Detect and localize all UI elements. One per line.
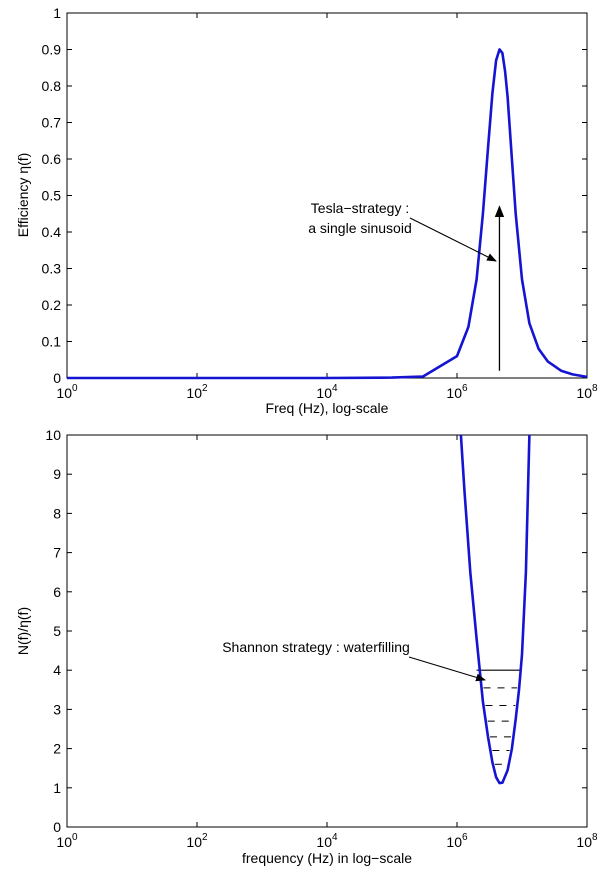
noise-y-axis-label: N(f)/η(f) [15, 607, 31, 655]
y-tick-label: 0.7 [42, 115, 62, 131]
efficiency-plot: 100 102 104 106 108 0 0.1 0.2 0.3 0.4 0.5 0.6 0.7 0.8… [15, 5, 598, 416]
x-tick-label: 106 [446, 832, 468, 850]
y-tick-label: 6 [53, 584, 61, 600]
y-tick-label: 0 [53, 819, 61, 835]
y-tick-label: 0.1 [42, 334, 62, 350]
y-tick-label: 7 [53, 545, 61, 561]
y-tick-label: 0.5 [42, 188, 62, 204]
y-tick-label: 1 [53, 780, 61, 796]
x-tick-label: 104 [316, 383, 338, 401]
y-tick-label: 1 [53, 5, 61, 21]
x-tick-label: 106 [446, 383, 468, 401]
y-tick-label: 10 [45, 427, 61, 443]
y-tick-label: 2 [53, 741, 61, 757]
x-tick-label: 102 [186, 383, 208, 401]
x-tick-label: 108 [576, 383, 598, 401]
x-tick-label: 108 [576, 832, 598, 850]
y-tick-label: 0.6 [42, 151, 62, 167]
shannon-annotation: Shannon strategy : waterfilling [222, 639, 410, 655]
noise-to-efficiency-plot: 100 102 104 106 108 0 1 2 3 4 5 6 7 8 9 10 N(f)/η(f) fr… [15, 427, 598, 866]
tesla-annotation-line-2: a single sinusoid [308, 220, 412, 236]
tesla-annotation-line-1: Tesla−strategy : [311, 200, 409, 216]
y-tick-label: 0.3 [42, 261, 62, 277]
x-tick-label: 100 [56, 383, 78, 401]
y-tick-label: 8 [53, 505, 61, 521]
noise-to-efficiency-curve [459, 434, 531, 785]
x-tick-label: 104 [316, 832, 338, 850]
noise-x-axis-label: frequency (Hz) in log−scale [242, 850, 412, 866]
x-tick-label: 102 [186, 832, 208, 850]
y-tick-label: 4 [53, 662, 61, 678]
y-tick-label: 0 [53, 370, 61, 386]
y-tick-label: 9 [53, 466, 61, 482]
y-tick-label: 0.4 [42, 224, 62, 240]
tesla-annotation-arrow [409, 217, 497, 262]
y-tick-label: 3 [53, 701, 61, 717]
efficiency-plot-frame [66, 12, 588, 379]
noise-plot-frame [66, 434, 588, 828]
shannon-annotation-arrow [408, 656, 486, 682]
efficiency-x-axis-label: Freq (Hz), log-scale [266, 400, 389, 416]
efficiency-y-axis-label: Efficiency η(f) [15, 153, 31, 238]
y-tick-label: 0.9 [42, 42, 62, 58]
x-tick-label: 100 [56, 832, 78, 850]
y-tick-label: 0.2 [42, 297, 62, 313]
efficiency-curve [67, 48, 588, 380]
y-tick-label: 0.8 [42, 78, 62, 94]
y-tick-label: 5 [53, 623, 61, 639]
